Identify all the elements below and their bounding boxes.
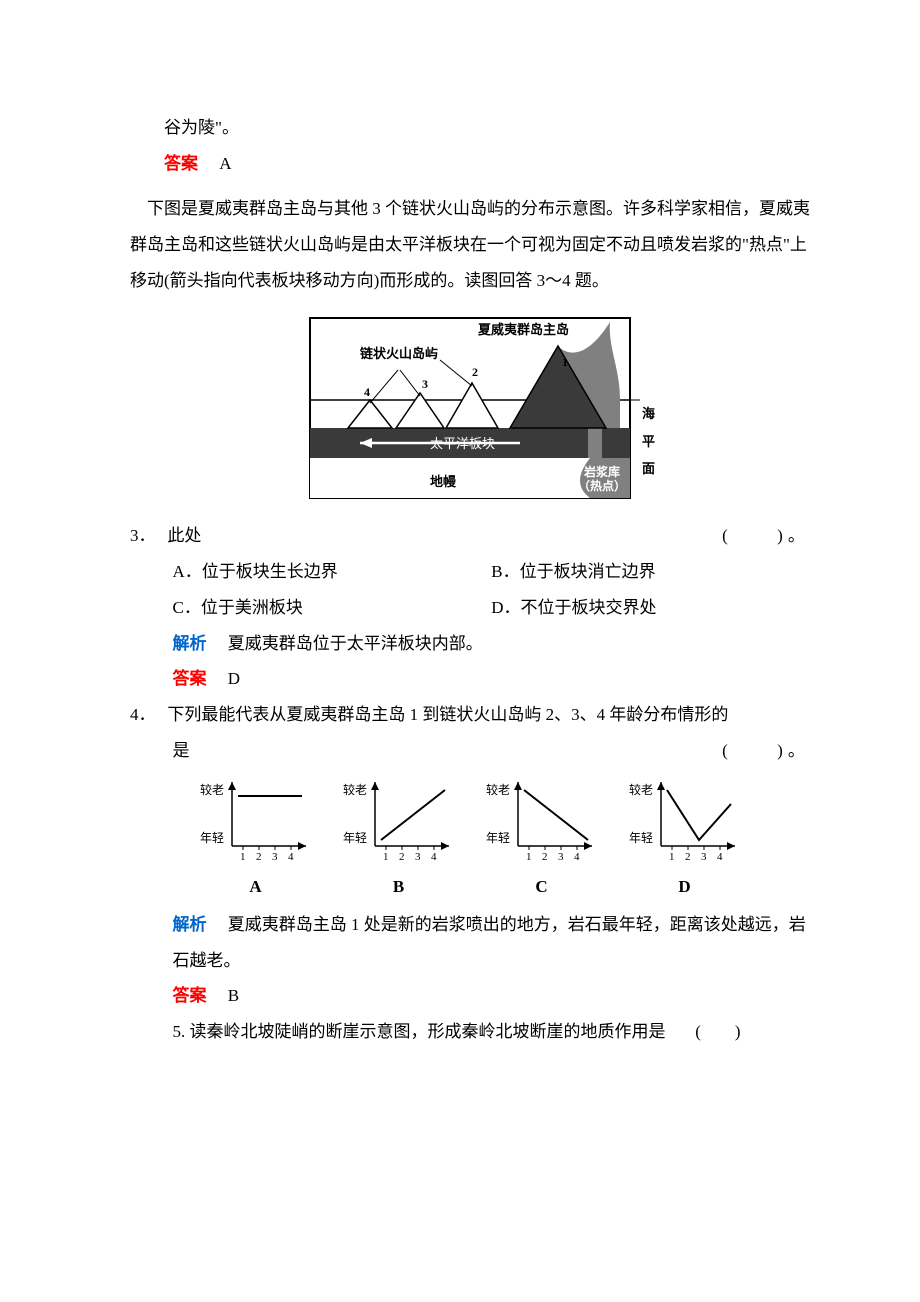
- explain-label: 解析: [173, 915, 207, 934]
- q3-stem-text: 此处: [167, 526, 201, 545]
- svg-text:4: 4: [431, 851, 437, 863]
- fig-side-label-wrap: 海平面: [300, 318, 640, 518]
- q4: 4． 下列最能代表从夏威夷群岛主岛 1 到链状火山岛屿 2、3、4 年龄分布情形…: [130, 697, 810, 733]
- q3-explain: 解析 夏威夷群岛位于太平洋板块内部。: [130, 626, 810, 662]
- chart-D: 较老 年轻 1 2 3 4 D: [627, 774, 742, 905]
- q3-opt-c: C．位于美洲板块: [173, 590, 492, 626]
- q4-stem-l2: 是: [173, 741, 190, 760]
- q3: 3． 此处 ( )。: [130, 518, 810, 554]
- q4-charts: 较老 年轻 1 2 3 4 A 较老 年轻 1 2 3 4 B: [130, 774, 810, 905]
- svg-text:1: 1: [383, 851, 389, 863]
- svg-text:较老: 较老: [343, 782, 367, 797]
- svg-text:3: 3: [558, 851, 564, 863]
- q3-paren: ( )。: [722, 518, 810, 554]
- svg-text:1: 1: [240, 851, 246, 863]
- q3-number: 3．: [130, 518, 167, 554]
- fig-label-sealevel: 海平面: [642, 400, 655, 482]
- svg-text:4: 4: [288, 851, 294, 863]
- q4-paren: ( )。: [722, 733, 810, 769]
- q3-options: A．位于板块生长边界 B．位于板块消亡边界 C．位于美洲板块 D．不位于板块交界…: [130, 554, 810, 625]
- chart-B-label: B: [341, 869, 456, 905]
- q4-explain: 解析 夏威夷群岛主岛 1 处是新的岩浆喷出的地方，岩石最年轻，距离该处越远，岩石…: [130, 907, 810, 978]
- svg-text:较老: 较老: [486, 782, 510, 797]
- chart-B: 较老 年轻 1 2 3 4 B: [341, 774, 456, 905]
- q3-opt-a: A．位于板块生长边界: [173, 554, 492, 590]
- q3-explain-text: 夏威夷群岛位于太平洋板块内部。: [228, 634, 483, 653]
- svg-text:2: 2: [542, 851, 548, 863]
- svg-text:3: 3: [272, 851, 278, 863]
- prev-answer-line: 答案 A: [130, 146, 810, 182]
- q5-stem: 读秦岭北坡陡峭的断崖示意图，形成秦岭北坡断崖的地质作用是: [190, 1022, 666, 1041]
- q4-stem-row2: 是 ( )。: [130, 733, 810, 769]
- q4-explain-text: 夏威夷群岛主岛 1 处是新的岩浆喷出的地方，岩石最年轻，距离该处越远，岩石越老。: [173, 915, 806, 970]
- passage-text: 下图是夏威夷群岛主岛与其他 3 个链状火山岛屿的分布示意图。许多科学家相信，夏威…: [130, 191, 810, 298]
- q4-stem: 下列最能代表从夏威夷群岛主岛 1 到链状火山岛屿 2、3、4 年龄分布情形的: [167, 697, 810, 733]
- svg-text:2: 2: [256, 851, 262, 863]
- chart-C: 较老 年轻 1 2 3 4 C: [484, 774, 599, 905]
- chart-C-label: C: [484, 869, 599, 905]
- q3-stem: 此处 ( )。: [167, 518, 810, 554]
- q3-answer-value: D: [228, 669, 240, 688]
- answer-label: 答案: [173, 669, 207, 688]
- svg-text:年轻: 年轻: [343, 831, 367, 845]
- q5-paren: ( ): [695, 1022, 740, 1041]
- chart-A: 较老 年轻 1 2 3 4 A: [198, 774, 313, 905]
- q4-number: 4．: [130, 697, 167, 733]
- svg-text:年轻: 年轻: [200, 831, 224, 845]
- q4-stem-l1: 下列最能代表从夏威夷群岛主岛 1 到链状火山岛屿 2、3、4 年龄分布情形的: [167, 705, 728, 724]
- svg-text:1: 1: [526, 851, 532, 863]
- q4-answer-value: B: [228, 986, 239, 1005]
- svg-text:1: 1: [669, 851, 675, 863]
- svg-text:年轻: 年轻: [486, 831, 510, 845]
- svg-text:2: 2: [685, 851, 691, 863]
- svg-text:3: 3: [701, 851, 707, 863]
- q4-answer: 答案 B: [130, 978, 810, 1014]
- chart-A-label: A: [198, 869, 313, 905]
- answer-label: 答案: [164, 154, 198, 173]
- prev-answer-value: A: [219, 154, 231, 173]
- q5: 5. 读秦岭北坡陡峭的断崖示意图，形成秦岭北坡断崖的地质作用是 ( ): [173, 1014, 811, 1050]
- svg-text:年轻: 年轻: [629, 831, 653, 845]
- svg-text:4: 4: [574, 851, 580, 863]
- svg-text:4: 4: [717, 851, 723, 863]
- q3-opt-b: B．位于板块消亡边界: [491, 554, 810, 590]
- svg-text:较老: 较老: [629, 782, 653, 797]
- q3-answer: 答案 D: [130, 661, 810, 697]
- prev-continuation: 谷为陵"。: [130, 110, 810, 146]
- q5-number: 5.: [173, 1022, 186, 1041]
- q3-opt-d: D．不位于板块交界处: [491, 590, 810, 626]
- explain-label: 解析: [173, 634, 207, 653]
- passage-3-4: 下图是夏威夷群岛主岛与其他 3 个链状火山岛屿的分布示意图。许多科学家相信，夏威…: [130, 191, 810, 298]
- answer-label: 答案: [173, 986, 207, 1005]
- chart-D-label: D: [627, 869, 742, 905]
- svg-text:3: 3: [415, 851, 421, 863]
- svg-text:较老: 较老: [200, 782, 224, 797]
- svg-text:2: 2: [399, 851, 405, 863]
